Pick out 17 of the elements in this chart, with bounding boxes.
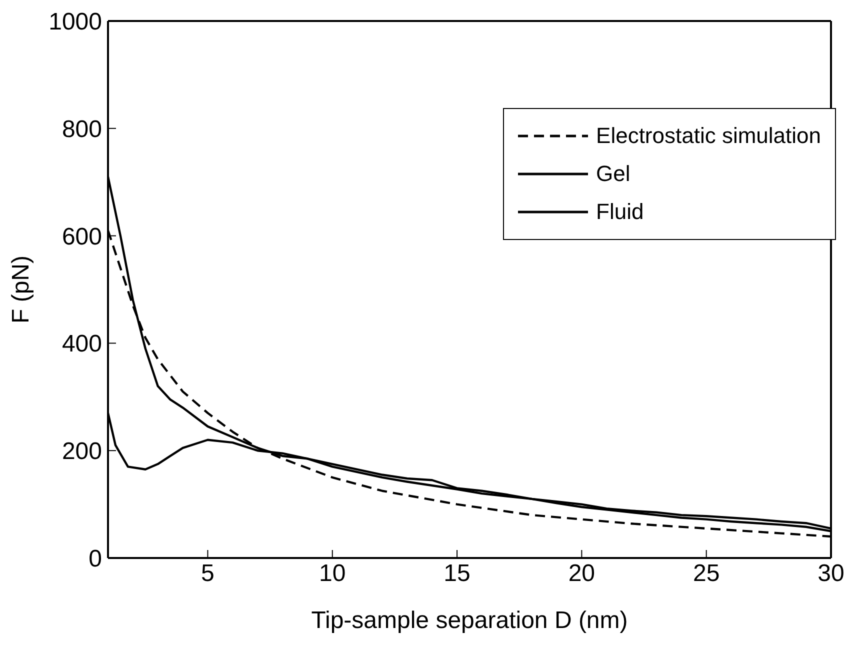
y-tick-label: 400 — [62, 330, 102, 358]
x-axis-title: Tip-sample separation D (nm) — [311, 607, 628, 634]
x-tick-label: 25 — [692, 560, 720, 588]
y-tick-label: 0 — [88, 546, 102, 573]
legend-label: Gel — [596, 161, 630, 187]
legend-label: Fluid — [596, 199, 644, 225]
x-tick-label: 20 — [568, 560, 596, 588]
y-tick-label: 200 — [62, 438, 102, 466]
x-tick-label: 30 — [818, 560, 844, 588]
legend-label: Electrostatic simulation — [596, 123, 821, 149]
y-tick-label: 800 — [62, 116, 102, 143]
x-tick-label: 10 — [319, 560, 346, 588]
y-tick-label: 1000 — [48, 8, 102, 36]
x-tick-label: 15 — [444, 560, 470, 588]
y-axis-title: F (pN) — [8, 256, 35, 324]
y-tick-label: 600 — [62, 223, 102, 250]
x-tick-label: 5 — [201, 560, 214, 588]
